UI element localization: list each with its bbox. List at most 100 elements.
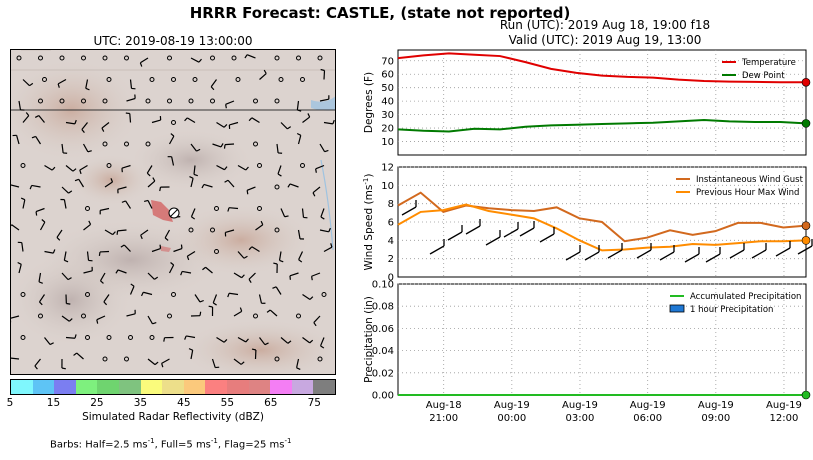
wind-barb [63,251,69,263]
wind-barb [190,57,202,63]
x-tick-label: 03:00 [566,413,595,424]
y-tick-label: 10 [381,181,394,192]
plot-area [397,283,807,396]
wind-barb [34,115,45,123]
wind-barb [44,249,56,254]
y-tick-label: 10 [381,137,394,148]
calm-wind-marker [85,206,90,211]
wind-barb [189,176,194,188]
calm-wind-marker [317,55,323,61]
wind-barb [22,112,30,123]
calm-wind-marker [102,356,108,362]
y-tick-label: 0 [388,273,394,284]
figure-title: HRRR Forecast: CASTLE, (state not report… [189,4,571,22]
calm-wind-marker [257,206,262,211]
wind-barb [320,68,326,80]
calm-wind-marker [210,55,215,61]
wind-barb [211,358,220,369]
wind-barb [320,208,325,220]
wind-barb [11,357,20,360]
wind-barb [31,135,42,145]
legend-label: Previous Hour Max Wind [696,188,799,198]
wind-barb [584,245,600,261]
wind-barb [224,229,235,237]
wind-barb [751,243,767,259]
wind-barb [607,243,623,259]
wind-barb [147,177,156,188]
colorbar-swatch [270,380,292,394]
wind-barb [161,358,170,368]
wind-barb [38,294,45,306]
wind-barb [56,229,63,241]
wind-barb [98,250,110,256]
wind-barb [104,229,116,236]
wind-barb [20,197,26,209]
y-tick-label: 0.00 [372,391,394,402]
wind-barb [61,272,72,281]
wind-barb [151,116,162,124]
wind-barb [18,100,25,111]
colorbar-swatch [118,380,141,394]
x-tick-label: 06:00 [633,413,662,424]
wind-barb [79,164,88,175]
y-axis-label: Wind Speed (ms-1) [362,174,375,271]
wind-barb [34,358,41,370]
calm-wind-marker [102,55,108,61]
calm-wind-marker [102,98,108,104]
colorbar-tick-label: 75 [307,397,321,409]
wind-barb [74,178,85,188]
wind-barb [319,143,329,153]
wind-barb [223,143,235,149]
wind-barb [289,272,299,280]
wind-barb [323,243,333,253]
wind-barb [216,164,228,171]
x-tick-label: 00:00 [497,413,526,424]
wind-barb [86,251,93,262]
x-tick-label: Aug-19 [562,400,598,411]
wind-barb [85,79,90,91]
x-tick-label: Aug-19 [630,400,666,411]
terrain-map [11,50,335,374]
wind-barb [65,294,71,305]
wind-barb [11,184,20,188]
wind-barb [180,270,192,276]
calm-wind-marker [210,227,215,233]
calm-wind-marker [85,335,90,340]
wind-barb [227,292,239,298]
series-line [397,52,806,84]
wind-barb [17,241,24,252]
colorbar [10,379,336,395]
calm-wind-marker [274,184,280,190]
calm-wind-marker [124,356,129,362]
map-title: UTC: 2019-08-19 13:00:00 [93,34,253,48]
wind-barb [186,250,196,261]
wind-barb [277,165,282,177]
y-tick-label: 2 [388,254,394,265]
colorbar-tick-label: 15 [46,397,61,409]
wind-barbs [11,54,335,370]
wind-barb [151,244,162,253]
calm-wind-marker [20,292,26,297]
wind-barb [201,183,213,189]
y-tick-label: 0.08 [372,302,394,313]
wind-barb [22,79,34,87]
colorbar-swatch [162,380,184,394]
wind-barb [208,305,214,317]
wind-barb [121,164,131,173]
colorbar-swatch [226,380,249,394]
wind-barb [258,294,266,304]
wind-barb [61,143,68,154]
y-tick-label: 60 [381,70,394,81]
calm-wind-marker [20,335,26,340]
wind-barb [147,358,159,366]
wind-barb [280,337,292,344]
series-line [397,203,807,252]
wind-barb [101,122,110,132]
wind-barb [320,337,325,349]
wind-barb [323,119,335,125]
wind-barb [167,156,175,166]
x-tick-label: Aug-19 [494,400,530,411]
chart-panel-1: 10 20 30 40 50 60 70 Degrees (F) Temperature Dew … [363,49,811,156]
chart-panel-2: 0 2 4 6 8 10 12 Wind Speed (ms-1) Instantaneous … [362,163,811,284]
wind-barb [140,291,153,297]
